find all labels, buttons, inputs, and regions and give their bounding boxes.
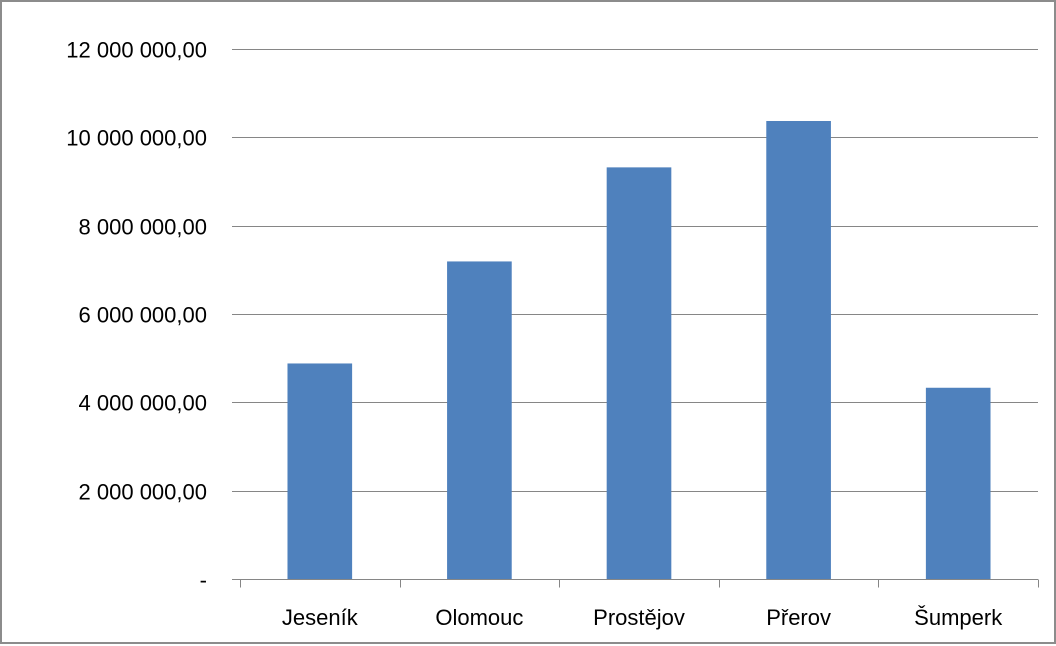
bar <box>766 120 831 579</box>
x-axis-tick-label: Olomouc <box>435 605 523 630</box>
x-axis-tick-label: Přerov <box>766 605 831 630</box>
bar <box>287 363 353 579</box>
y-axis-tick-label: 8 000 000,00 <box>79 215 207 240</box>
bar <box>925 387 991 579</box>
x-axis-tick-label: Jeseník <box>282 605 359 630</box>
y-axis-tick-label: 10 000 000,00 <box>66 126 207 151</box>
bar <box>447 261 512 579</box>
x-axis-tick-label: Prostějov <box>593 605 685 630</box>
x-axis-tick-label: Šumperk <box>914 605 1003 630</box>
y-axis-tick-label: 2 000 000,00 <box>79 480 207 505</box>
y-axis-tick-label: 6 000 000,00 <box>79 303 207 328</box>
bar <box>606 167 672 579</box>
y-axis-tick-label: 12 000 000,00 <box>66 38 207 63</box>
y-axis-tick-label: - <box>200 568 207 593</box>
y-axis-tick-labels: - 2 000 000,00 4 000 000,00 6 000 000,00 8 0… <box>66 38 207 593</box>
bars <box>287 120 991 579</box>
x-axis <box>240 579 1039 588</box>
y-axis-tick-label: 4 000 000,00 <box>79 391 207 416</box>
x-axis-tick-labels: Jeseník Olomouc Prostějov Přerov Šumperk <box>282 605 1003 630</box>
